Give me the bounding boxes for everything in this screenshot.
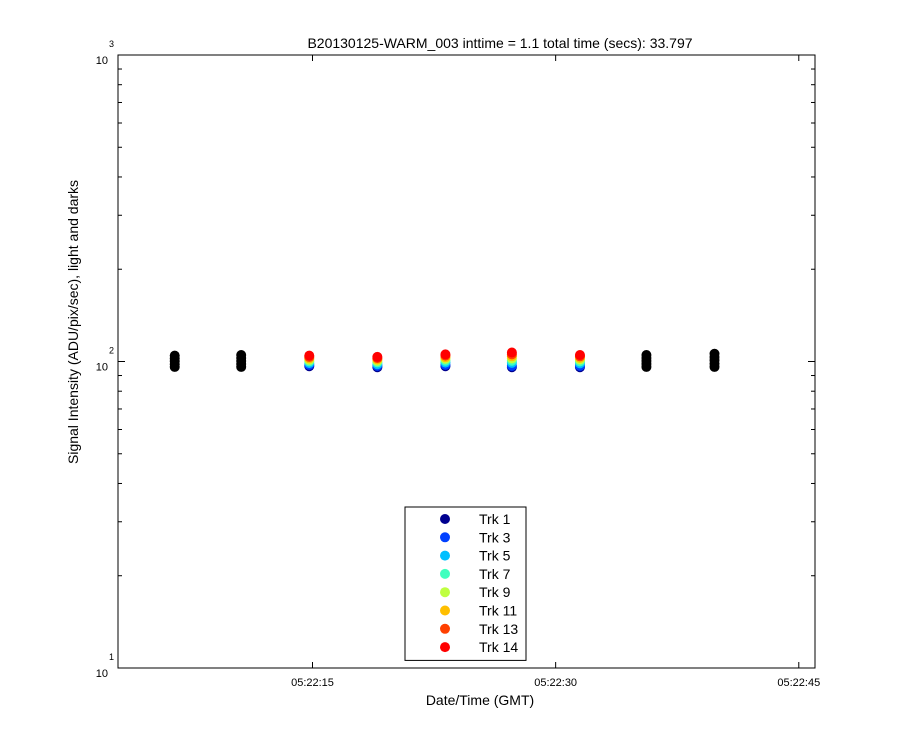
y-tick-label: 10 (96, 668, 108, 680)
legend-label: Trk 5 (479, 548, 511, 564)
legend-label: Trk 14 (479, 639, 518, 655)
legend-label: Trk 3 (479, 529, 511, 545)
x-tick-label: 05:22:45 (777, 677, 820, 689)
legend: Trk 1 Trk 3 Trk 5 Trk 7 Trk 9 Trk 11 Trk 13 Trk… (404, 506, 527, 661)
legend-marker (440, 568, 450, 579)
dark-frame-point (641, 361, 652, 372)
legend-label: Trk 9 (479, 584, 511, 600)
y-axis-label: Signal Intensity (ADU/pix/sec), light an… (65, 180, 81, 464)
legend-marker (440, 587, 450, 598)
legend-label: Trk 13 (479, 621, 518, 637)
y-tick-label: 10 (96, 362, 108, 374)
legend-marker (440, 642, 450, 653)
y-tick-exponent: 1 (109, 652, 114, 662)
legend-marker (440, 623, 450, 634)
x-tick-label: 05:22:30 (534, 677, 577, 689)
legend-box (404, 506, 527, 661)
legend-marker (440, 532, 450, 543)
data-point (440, 349, 451, 360)
legend-marker (440, 550, 450, 561)
legend-label: Trk 7 (479, 566, 511, 582)
data-point (574, 350, 585, 361)
legend-marker (440, 605, 450, 616)
legend-label: Trk 11 (479, 603, 517, 619)
data-point (304, 350, 315, 361)
legend-marker (440, 514, 450, 524)
data-point (372, 351, 383, 362)
data-point (506, 347, 517, 358)
dark-frame-markers (169, 348, 720, 372)
y-tick-exponent: 2 (109, 346, 114, 356)
x-axis-label: Date/Time (GMT) (426, 692, 534, 708)
dark-frame-point (236, 361, 247, 372)
data-markers (304, 347, 585, 373)
x-tick-label: 05:22:15 (291, 677, 334, 689)
legend-label: Trk 1 (479, 511, 511, 527)
dark-frame-point (709, 361, 720, 372)
chart-title: B20130125-WARM_003 inttime = 1.1 total t… (307, 35, 692, 51)
x-axis-ticks: 05:22:15 05:22:30 05:22:45 (291, 55, 820, 689)
y-tick-label: 10 (96, 55, 108, 67)
dark-frame-point (169, 361, 180, 372)
y-tick-exponent: 3 (109, 39, 114, 49)
